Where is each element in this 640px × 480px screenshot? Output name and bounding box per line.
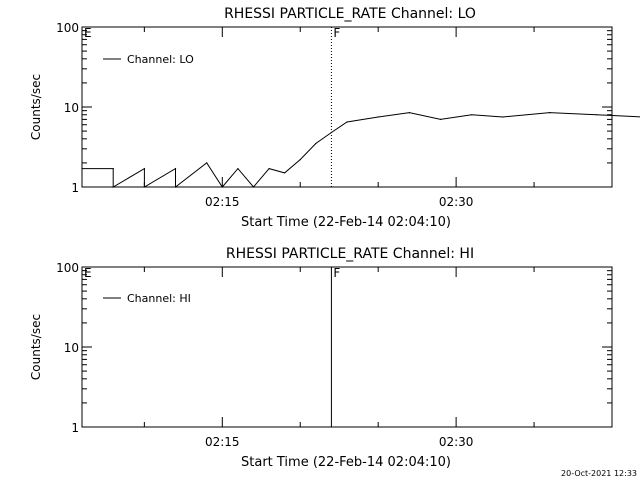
data-point bbox=[81, 168, 83, 170]
marker-layer: EFES bbox=[81, 26, 340, 187]
data-point bbox=[549, 112, 551, 114]
panel-lo-channel: RHESSI PARTICLE_RATE Channel: LO Counts/… bbox=[29, 6, 640, 230]
data-point bbox=[330, 131, 332, 134]
data-point bbox=[174, 168, 177, 170]
plot-frame bbox=[81, 26, 613, 188]
data-point bbox=[502, 116, 504, 118]
marker-layer: EFES bbox=[81, 266, 340, 427]
footer-timestamp: 20-Oct-2021 12:33 bbox=[561, 469, 637, 478]
y-tick-label: 1 bbox=[71, 421, 79, 435]
x-axis-label: Start Time (22-Feb-14 02:04:10) bbox=[241, 215, 451, 230]
series-line bbox=[82, 112, 640, 189]
x-tick-label: 02:15 bbox=[205, 435, 240, 449]
x-tick-label: 02:30 bbox=[439, 435, 474, 449]
data-point bbox=[408, 112, 410, 114]
chart-title: RHESSI PARTICLE_RATE Channel: HI bbox=[226, 246, 474, 262]
event-marker-label: F bbox=[333, 266, 340, 280]
chart-title: RHESSI PARTICLE_RATE Channel: LO bbox=[224, 6, 476, 22]
data-point bbox=[112, 168, 114, 170]
data-point bbox=[268, 168, 270, 170]
data-point bbox=[299, 159, 301, 161]
data-point bbox=[252, 186, 255, 188]
data-point bbox=[112, 186, 114, 188]
data-point bbox=[143, 186, 145, 188]
legend-entry: Channel: LO bbox=[127, 53, 194, 66]
data-point bbox=[143, 168, 145, 170]
event-marker-label: E bbox=[84, 266, 92, 280]
y-tick-label: 100 bbox=[56, 21, 79, 35]
y-tick-label: 100 bbox=[56, 261, 79, 275]
x-tick-label: 02:15 bbox=[205, 195, 240, 209]
x-tick-label: 02:30 bbox=[439, 195, 474, 209]
plot-frame bbox=[81, 266, 613, 428]
data-point bbox=[346, 121, 348, 123]
data-point bbox=[377, 116, 379, 118]
data-point bbox=[237, 168, 239, 170]
data-point bbox=[206, 162, 208, 164]
y-tick-label: 10 bbox=[64, 101, 79, 115]
data-point bbox=[284, 172, 286, 174]
y-tick-label: 1 bbox=[71, 181, 79, 195]
y-axis-label: Counts/sec bbox=[29, 314, 43, 380]
data-point bbox=[595, 114, 598, 116]
data-point bbox=[174, 186, 177, 188]
x-axis-label: Start Time (22-Feb-14 02:04:10) bbox=[241, 455, 451, 470]
panel-hi-channel: RHESSI PARTICLE_RATE Channel: HI Counts/… bbox=[29, 246, 613, 470]
y-axis-label: Counts/sec bbox=[29, 74, 43, 140]
series-layer bbox=[81, 112, 640, 189]
data-point bbox=[439, 118, 442, 120]
legend-entry: Channel: HI bbox=[127, 292, 191, 305]
data-point bbox=[221, 186, 223, 188]
data-point bbox=[315, 142, 317, 145]
event-marker-label: E bbox=[84, 26, 92, 40]
data-point bbox=[471, 114, 473, 116]
event-marker-label: F bbox=[333, 26, 340, 40]
y-tick-label: 10 bbox=[64, 341, 79, 355]
